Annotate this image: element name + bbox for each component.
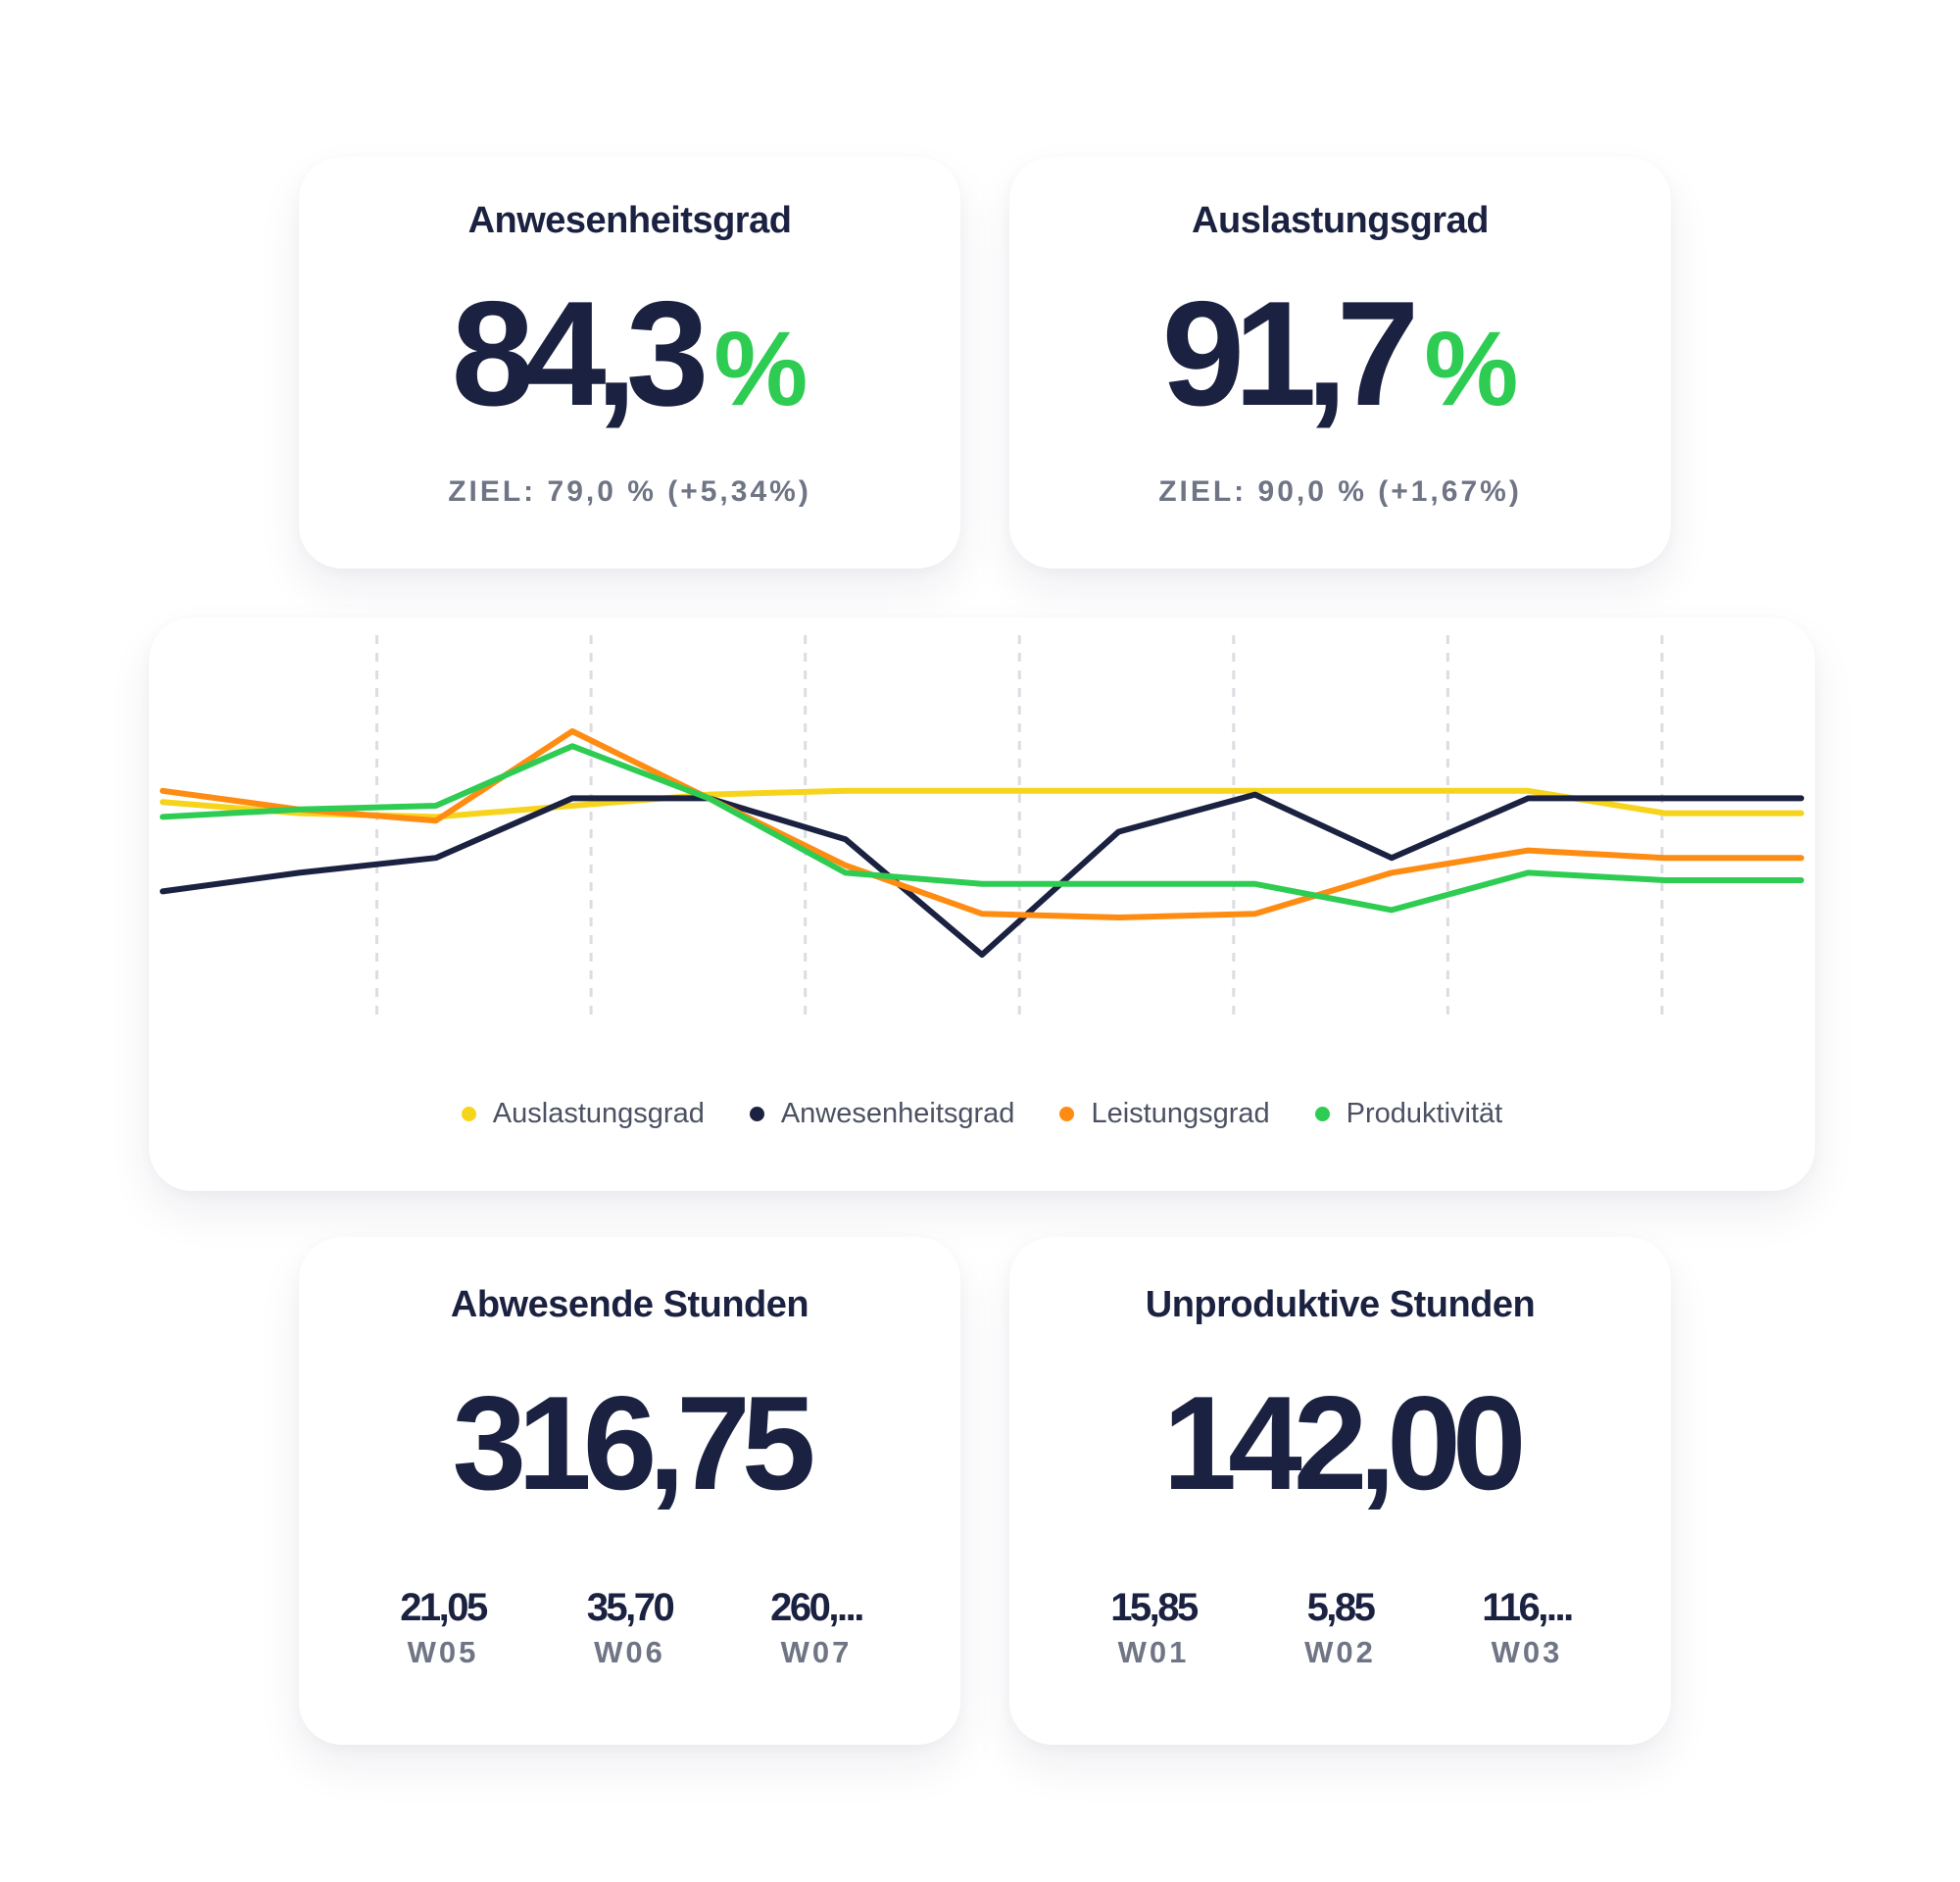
kpi-unit: % (1424, 309, 1519, 427)
legend-label: Produktivität (1346, 1098, 1503, 1129)
legend-dot-icon (1314, 1107, 1330, 1121)
week-value: 35,70 (586, 1586, 675, 1629)
week-item: 15,85 W01 (1060, 1584, 1247, 1670)
hours-total-value: 142,00 (1162, 1368, 1527, 1517)
hours-card-unproduktive-stunden: Unproduktive Stunden 142,00 15,85 W01 5,… (1009, 1237, 1671, 1745)
week-label: W07 (780, 1635, 853, 1669)
series-line-2[interactable] (160, 728, 1804, 920)
kpi-target: ZIEL: 79,0 % (+5,34%) (448, 475, 811, 508)
week-item: 116,... W03 (1434, 1584, 1620, 1670)
kpi-card-auslastungsgrad: Auslastungsgrad 91,7% ZIEL: 90,0 % (+1,6… (1009, 157, 1671, 569)
legend-item-anwesenheitsgrad[interactable]: Anwesenheitsgrad (749, 1098, 1015, 1130)
week-label: W01 (1117, 1635, 1190, 1669)
legend-dot-icon (1059, 1107, 1075, 1121)
series-line-1[interactable] (160, 791, 1804, 958)
legend-dot-icon (461, 1107, 476, 1121)
kpi-value: 84,3 (451, 271, 710, 437)
week-item: 21,05 W05 (350, 1584, 536, 1670)
legend-item-leistungsgrad[interactable]: Leistungsgrad (1059, 1098, 1270, 1130)
week-value: 15,85 (1110, 1586, 1199, 1629)
kpi-value-row: 91,7% (1009, 279, 1671, 428)
week-item: 35,70 W06 (537, 1584, 723, 1670)
week-value: 260,... (770, 1586, 864, 1629)
series-line-3[interactable] (160, 743, 1804, 914)
hours-total-value: 316,75 (452, 1368, 816, 1517)
kpi-value: 91,7 (1161, 271, 1420, 437)
chart-legend: Auslastungsgrad Anwesenheitsgrad Leistun… (149, 1098, 1815, 1130)
kpi-value-row: 84,3% (299, 279, 960, 428)
legend-dot-icon (749, 1107, 764, 1121)
kpi-card-anwesenheitsgrad: Anwesenheitsgrad 84,3% ZIEL: 79,0 % (+5,… (299, 157, 960, 569)
week-label: W03 (1491, 1635, 1563, 1669)
line-chart (160, 635, 1804, 1017)
week-value: 116,... (1482, 1586, 1574, 1629)
week-label: W05 (407, 1635, 479, 1669)
week-value: 5,85 (1306, 1586, 1376, 1629)
kpi-target: ZIEL: 90,0 % (+1,67%) (1158, 475, 1522, 508)
weekly-breakdown: 15,85 W01 5,85 W02 116,... W03 (1060, 1584, 1620, 1670)
weekly-breakdown: 21,05 W05 35,70 W06 260,... W07 (350, 1584, 909, 1670)
legend-item-auslastungsgrad[interactable]: Auslastungsgrad (461, 1098, 705, 1130)
kpi-title: Anwesenheitsgrad (467, 200, 792, 241)
week-label: W02 (1304, 1635, 1376, 1669)
kpi-title: Auslastungsgrad (1192, 200, 1489, 241)
kpi-unit: % (713, 309, 808, 427)
legend-item-produktivitaet[interactable]: Produktivität (1314, 1098, 1503, 1130)
line-chart-card: Auslastungsgrad Anwesenheitsgrad Leistun… (149, 618, 1815, 1191)
week-item: 5,85 W02 (1248, 1584, 1434, 1670)
legend-label: Leistungsgrad (1091, 1098, 1270, 1129)
week-value: 21,05 (400, 1586, 488, 1629)
hours-title: Unproduktive Stunden (1145, 1284, 1536, 1325)
hours-title: Abwesende Stunden (450, 1284, 809, 1325)
week-item: 260,... W07 (723, 1584, 909, 1670)
legend-label: Anwesenheitsgrad (780, 1098, 1015, 1129)
series-line-0[interactable] (160, 787, 1804, 820)
hours-card-abwesende-stunden: Abwesende Stunden 316,75 21,05 W05 35,70… (299, 1237, 960, 1745)
week-label: W06 (594, 1635, 665, 1669)
legend-label: Auslastungsgrad (492, 1098, 705, 1129)
